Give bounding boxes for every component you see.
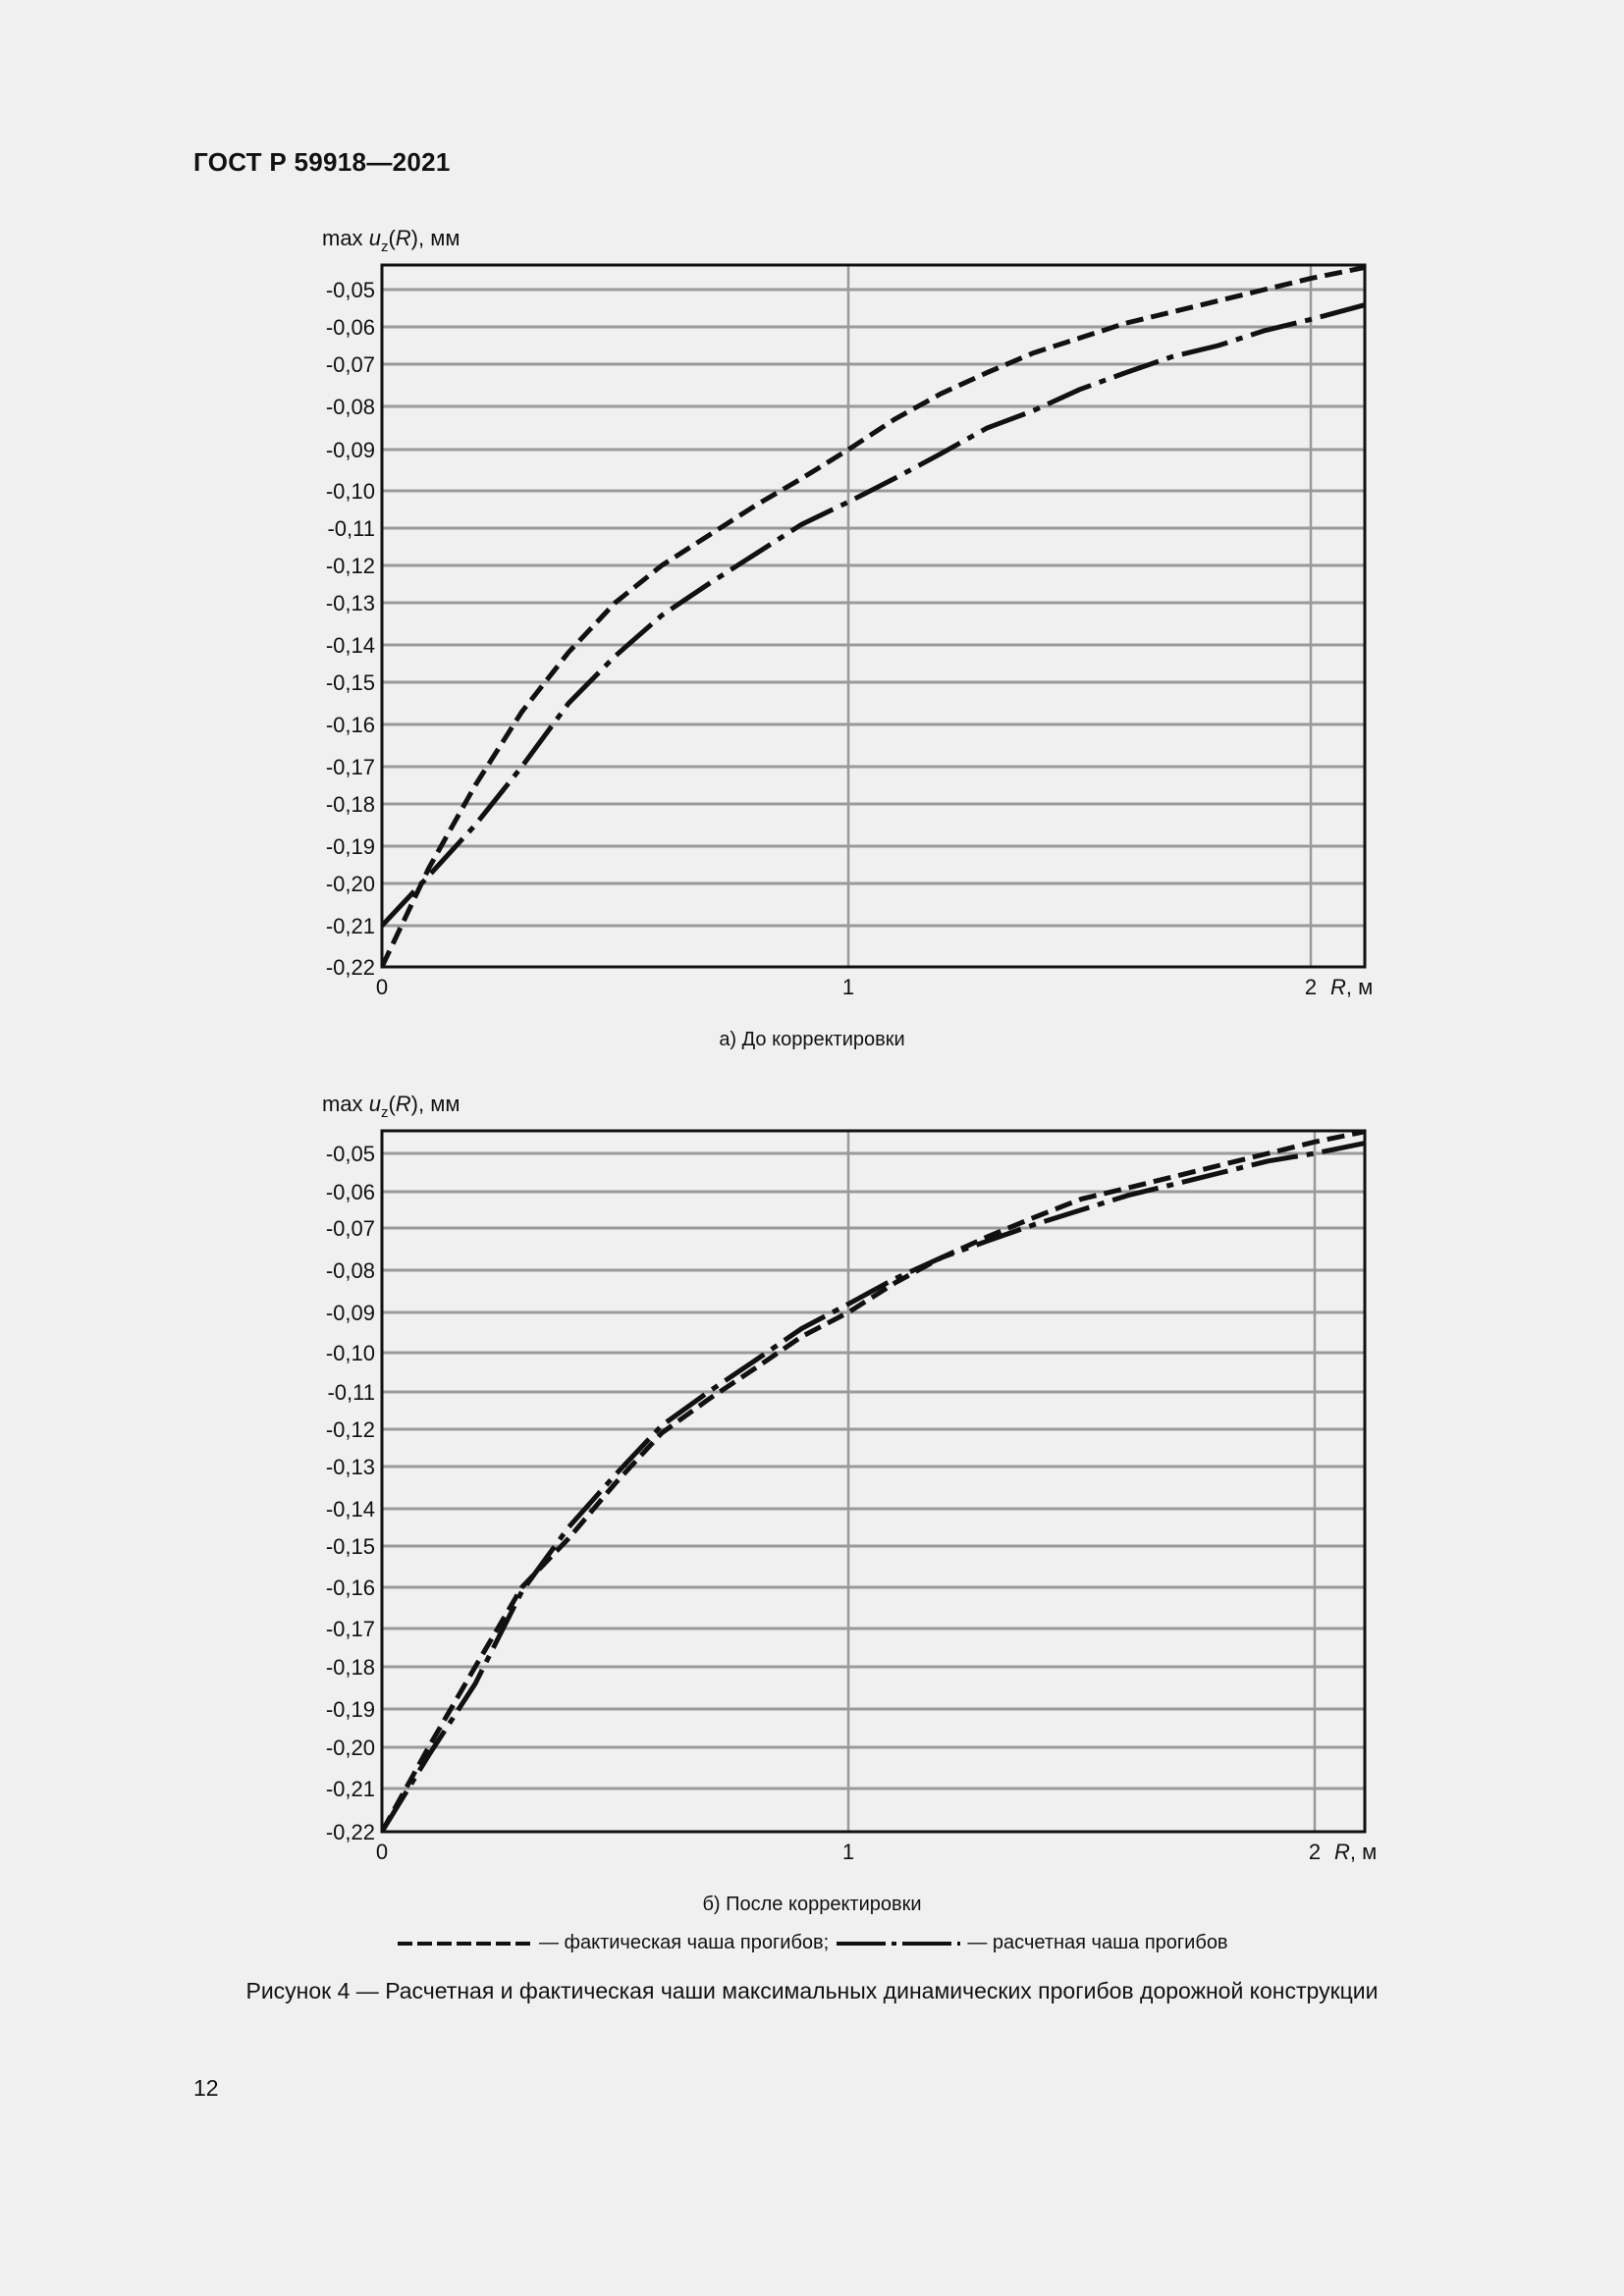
- series-calculated-line: [382, 1140, 1365, 1832]
- y-tick-label: -0,22: [326, 1820, 375, 1844]
- y-tick-label: -0,14: [326, 633, 375, 658]
- y-tick-label: -0,21: [326, 1777, 375, 1801]
- y-tick-label: -0,08: [326, 1258, 375, 1283]
- y-tick-label: -0,13: [326, 1455, 375, 1479]
- y-tick-label: -0,16: [326, 1575, 375, 1600]
- legend-label-calculated: — расчетная чаша прогибов: [967, 1932, 1228, 1954]
- dashed-line-icon: [398, 1941, 532, 1946]
- y-tick-label: -0,18: [326, 1655, 375, 1680]
- y-tick-label: -0,08: [326, 395, 375, 419]
- y-tick-label: -0,17: [326, 1617, 375, 1641]
- y-tick-label: -0,11: [327, 516, 375, 541]
- series-actual-line: [382, 1129, 1365, 1832]
- plot-frame: [380, 263, 1367, 969]
- series-actual-line: [382, 264, 1365, 967]
- chart-svg: -0,05 -0,06 -0,07 -0,08 -0,09 -0,10 -0,11 -0,12…: [322, 1092, 1377, 1864]
- x-tick-label: 2: [1305, 975, 1317, 999]
- y-tick-label: -0,07: [326, 1216, 375, 1241]
- y-tick-label: -0,13: [326, 591, 375, 615]
- x-tick-label: 1: [842, 975, 854, 999]
- x-axis-label: R, м: [1330, 975, 1373, 999]
- dashdot-line-icon: [836, 1941, 960, 1946]
- y-tick-label: -0,06: [326, 315, 375, 340]
- chart-svg: -0,05 -0,06 -0,07 -0,08 -0,09 -0,10 -0,11 -0,12…: [322, 226, 1373, 999]
- y-tick-label: -0,18: [326, 792, 375, 817]
- chart-subcaption: а) До корректировки: [719, 1029, 905, 1050]
- series-calculated-line: [382, 302, 1365, 928]
- y-tick-label: -0,10: [326, 1341, 375, 1365]
- y-tick-label: -0,19: [326, 834, 375, 859]
- y-tick-label: -0,09: [326, 1301, 375, 1325]
- y-tick-label: -0,19: [326, 1697, 375, 1722]
- y-tick-label: -0,17: [326, 755, 375, 779]
- y-tick-label: -0,07: [326, 352, 375, 377]
- chart-before-correction: -0,05 -0,06 -0,07 -0,08 -0,09 -0,10 -0,11 -0,12…: [0, 0, 1624, 1080]
- chart-subcaption: б) После корректировки: [702, 1894, 922, 1915]
- y-tick-label: -0,12: [326, 554, 375, 578]
- y-tick-label: -0,06: [326, 1180, 375, 1204]
- y-tick-label: -0,16: [326, 713, 375, 737]
- chart-after-correction: -0,05 -0,06 -0,07 -0,08 -0,09 -0,10 -0,11 -0,12…: [322, 1092, 1377, 1915]
- x-tick-label: 1: [842, 1840, 854, 1864]
- figure-caption: Рисунок 4 — Расчетная и фактическая чаши…: [245, 1978, 1379, 2003]
- y-tick-label: -0,15: [326, 670, 375, 695]
- y-tick-label: -0,11: [327, 1380, 375, 1405]
- document-header: ГОСТ Р 59918—2021: [193, 147, 451, 177]
- y-tick-label: -0,12: [326, 1417, 375, 1442]
- y-tick-label: -0,05: [326, 1142, 375, 1166]
- y-tick-label: -0,22: [326, 955, 375, 980]
- plot-frame: [380, 1129, 1367, 1834]
- y-tick-label: -0,20: [326, 1735, 375, 1760]
- page-number: 12: [193, 2075, 219, 2101]
- y-tick-label: -0,09: [326, 438, 375, 462]
- x-tick-label: 0: [376, 1840, 388, 1864]
- y-axis-label: max uz(R), мм: [322, 226, 460, 255]
- legend-label-actual: — фактическая чаша прогибов;: [538, 1932, 830, 1954]
- y-axis-label: max uz(R), мм: [322, 1092, 460, 1121]
- y-tick-label: -0,10: [326, 479, 375, 504]
- x-axis-label: R, м: [1334, 1840, 1377, 1864]
- x-tick-label: 2: [1309, 1840, 1321, 1864]
- y-tick-label: -0,20: [326, 872, 375, 896]
- x-tick-label: 0: [376, 975, 388, 999]
- y-tick-label: -0,15: [326, 1534, 375, 1559]
- y-tick-label: -0,21: [326, 914, 375, 938]
- y-tick-label: -0,14: [326, 1497, 375, 1522]
- y-tick-label: -0,05: [326, 278, 375, 302]
- chart-legend: — фактическая чаша прогибов; — расчетная…: [0, 1932, 1624, 1954]
